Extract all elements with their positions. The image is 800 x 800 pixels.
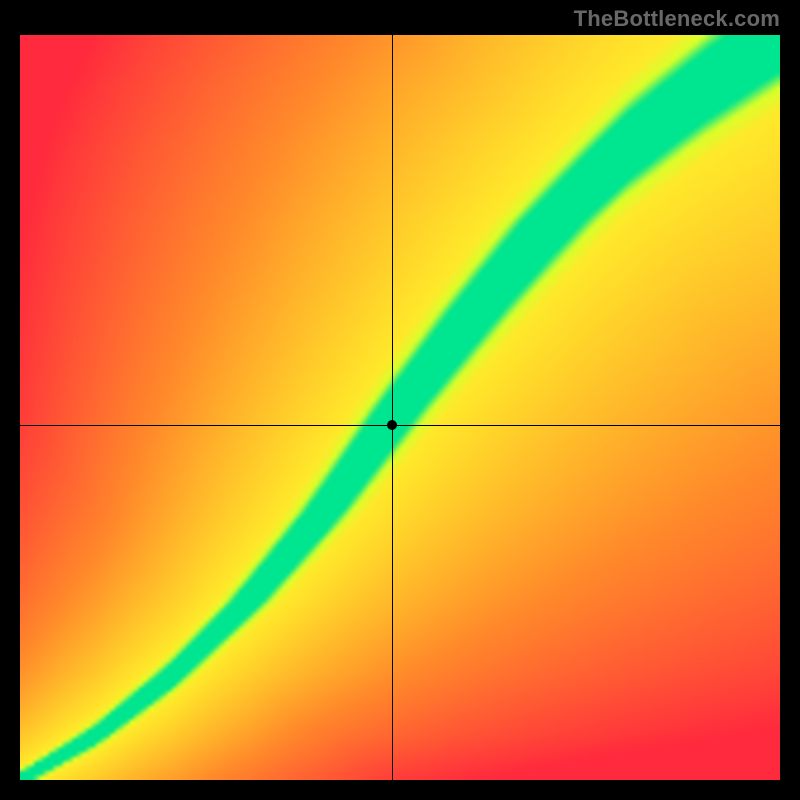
heatmap-canvas	[20, 35, 780, 780]
crosshair-vertical	[392, 35, 393, 780]
data-point-marker	[387, 420, 397, 430]
watermark-text: TheBottleneck.com	[574, 6, 780, 32]
plot-area	[20, 35, 780, 780]
crosshair-horizontal	[20, 425, 780, 426]
chart-container: TheBottleneck.com	[0, 0, 800, 800]
